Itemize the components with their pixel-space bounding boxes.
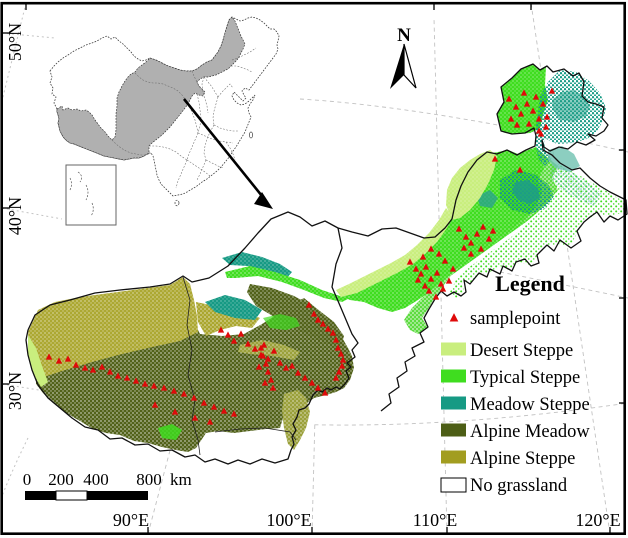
svg-text:N: N bbox=[397, 25, 411, 46]
svg-text:90°E: 90°E bbox=[113, 510, 149, 530]
svg-text:Desert Steppe: Desert Steppe bbox=[470, 341, 573, 361]
svg-text:110°E: 110°E bbox=[413, 510, 458, 530]
svg-text:samplepoint: samplepoint bbox=[470, 309, 561, 329]
svg-text:Alpine Meadow: Alpine Meadow bbox=[470, 422, 590, 442]
svg-text:Legend: Legend bbox=[495, 271, 565, 296]
svg-text:30°N: 30°N bbox=[5, 372, 25, 410]
svg-text:Alpine Steppe: Alpine Steppe bbox=[470, 449, 575, 469]
svg-text:200: 200 bbox=[48, 470, 74, 489]
svg-text:0: 0 bbox=[23, 470, 32, 489]
svg-text:km: km bbox=[170, 470, 192, 489]
svg-text:Meadow Steppe: Meadow Steppe bbox=[470, 395, 590, 415]
svg-text:Typical Steppe: Typical Steppe bbox=[470, 368, 580, 388]
svg-text:50°N: 50°N bbox=[5, 23, 25, 61]
svg-text:100°E: 100°E bbox=[266, 510, 311, 530]
svg-text:120°E: 120°E bbox=[575, 510, 620, 530]
svg-text:40°N: 40°N bbox=[5, 197, 25, 235]
svg-text:800: 800 bbox=[136, 470, 162, 489]
svg-text:400: 400 bbox=[83, 470, 109, 489]
svg-text:No grassland: No grassland bbox=[470, 476, 568, 496]
